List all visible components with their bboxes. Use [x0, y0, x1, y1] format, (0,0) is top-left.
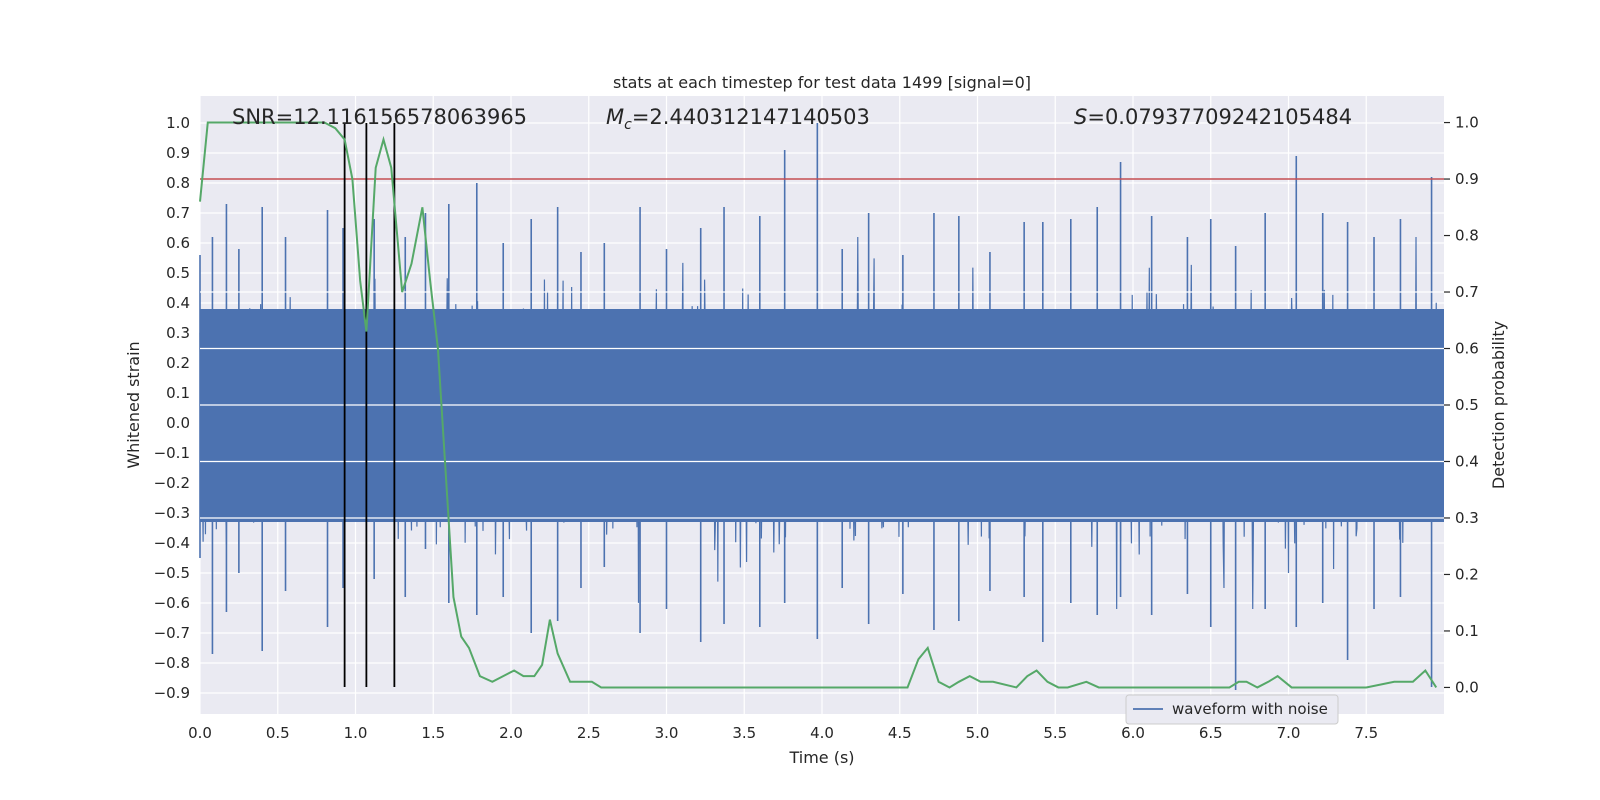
- y2-tick-label: 0.1: [1455, 622, 1479, 640]
- y-tick-label: 1.0: [166, 114, 190, 132]
- waveform-core: [200, 309, 1444, 522]
- legend-label-waveform: waveform with noise: [1172, 700, 1328, 718]
- y2-tick-label: 0.9: [1455, 170, 1479, 188]
- y2-tick-label: 0.7: [1455, 283, 1479, 301]
- y-tick-label: −0.7: [154, 624, 190, 642]
- x-tick-label: 3.0: [655, 724, 679, 742]
- x-tick-label: 6.0: [1121, 724, 1145, 742]
- legend-frame: [1125, 694, 1339, 725]
- x-tick-label: 4.5: [888, 724, 912, 742]
- y2-tick-label: 0.3: [1455, 509, 1479, 527]
- chirp-mass-value: =2.440312147140503: [632, 105, 870, 129]
- x-tick-label: 0.5: [266, 724, 290, 742]
- y-tick-label: 0.6: [166, 234, 190, 252]
- x-tick-label: 4.0: [810, 724, 834, 742]
- y2-axis-title: Detection probability: [1489, 321, 1508, 489]
- y2-tick-label: 0.5: [1455, 396, 1479, 414]
- y-tick-label: 0.0: [166, 414, 190, 432]
- y-tick-label: 0.4: [166, 294, 190, 312]
- y2-tick-label: 0.0: [1455, 678, 1479, 696]
- y-tick-label: −0.6: [154, 594, 190, 612]
- chirp-mass-symbol: M: [606, 105, 624, 129]
- y-tick-label: 0.3: [166, 324, 190, 342]
- y2-tick-label: 0.2: [1455, 565, 1479, 583]
- y-tick-label: 0.7: [166, 204, 190, 222]
- x-tick-label: 5.5: [1043, 724, 1067, 742]
- y-tick-label: 0.8: [166, 174, 190, 192]
- s-symbol: S: [1074, 105, 1087, 129]
- x-axis-title: Time (s): [788, 748, 854, 767]
- y-tick-label: −0.5: [154, 564, 190, 582]
- x-tick-label: 7.5: [1354, 724, 1378, 742]
- y-tick-label: 0.9: [166, 144, 190, 162]
- chirp-mass-subscript: c: [624, 117, 632, 133]
- x-tick-label: 1.0: [344, 724, 368, 742]
- legend: waveform with noise: [1125, 694, 1339, 725]
- s-value: =0.07937709242105484: [1087, 105, 1352, 129]
- chart-title: stats at each timestep for test data 149…: [613, 73, 1031, 92]
- y-tick-label: −0.9: [154, 684, 190, 702]
- y2-tick-label: 0.4: [1455, 452, 1479, 470]
- x-tick-label: 3.5: [732, 724, 756, 742]
- waveform-with-noise-series: [199, 123, 1444, 690]
- probability-trace: [199, 121, 1438, 689]
- y-tick-label: 0.1: [166, 384, 190, 402]
- x-tick-label: 0.0: [188, 724, 212, 742]
- x-tick-label: 1.5: [421, 724, 445, 742]
- y2-tick-label: 1.0: [1455, 114, 1479, 132]
- x-tick-label: 2.0: [499, 724, 523, 742]
- detection-probability-series: [199, 121, 1438, 689]
- x-tick-label: 7.0: [1277, 724, 1301, 742]
- y-axis-title: Whitened strain: [124, 341, 143, 468]
- y-tick-label: 0.5: [166, 264, 190, 282]
- x-tick-label: 2.5: [577, 724, 601, 742]
- snr-annotation: SNR=12.116156578063965: [232, 105, 527, 129]
- y-tick-label: 0.2: [166, 354, 190, 372]
- y2-tick-label: 0.6: [1455, 340, 1479, 358]
- y2-tick-label: 0.8: [1455, 227, 1479, 245]
- chirp-mass-annotation: Mc=2.440312147140503: [606, 105, 870, 133]
- x-tick-label: 5.0: [966, 724, 990, 742]
- x-tick-label: 6.5: [1199, 724, 1223, 742]
- y-tick-label: −0.2: [154, 474, 190, 492]
- y-tick-label: −0.1: [154, 444, 190, 462]
- y-tick-label: −0.4: [154, 534, 190, 552]
- vertical-markers: [343, 123, 396, 687]
- axis-ticks: 0.0 0.5 1.0 1.5 2.0 2.5 3.0 3.5 4.0 4.5 5.0 5.5 6.0 6…: [154, 114, 1479, 742]
- y-tick-label: −0.3: [154, 504, 190, 522]
- noise-band-gridlines: [200, 291, 1444, 519]
- y-tick-label: −0.8: [154, 654, 190, 672]
- s-annotation: S=0.07937709242105484: [1074, 105, 1352, 129]
